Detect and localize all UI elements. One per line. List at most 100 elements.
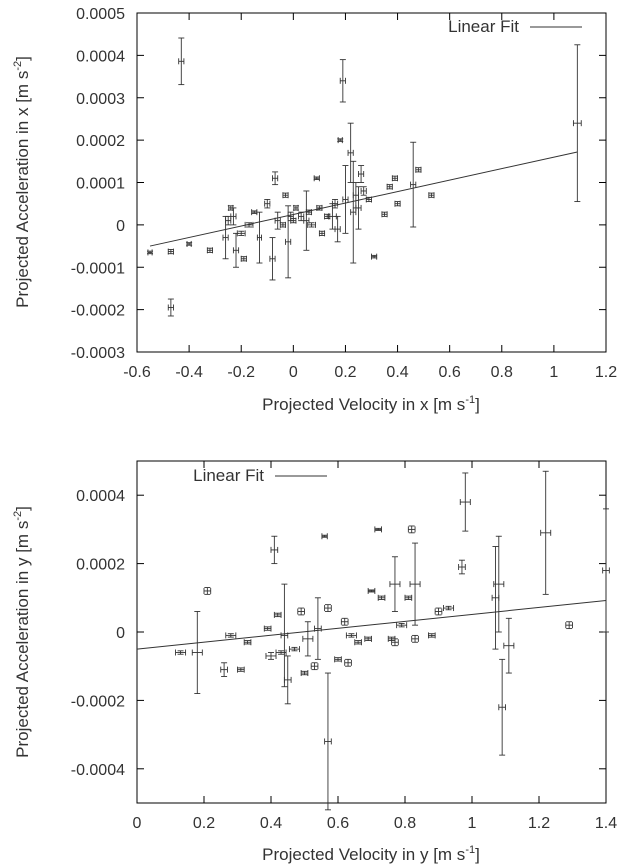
data-point bbox=[191, 611, 203, 695]
y-tick-label: -0.0004 bbox=[71, 762, 125, 779]
data-point bbox=[274, 211, 281, 230]
data-point bbox=[310, 662, 319, 671]
data-point bbox=[298, 211, 305, 222]
data-point bbox=[342, 165, 349, 234]
data-point bbox=[225, 632, 237, 639]
data-point bbox=[280, 583, 289, 688]
data-point bbox=[206, 247, 214, 254]
legend: Linear Fit bbox=[448, 17, 582, 36]
data-point bbox=[279, 221, 286, 228]
data-point bbox=[303, 190, 310, 251]
data-point bbox=[273, 611, 282, 618]
data-point bbox=[345, 632, 357, 639]
data-point bbox=[265, 652, 277, 660]
data-point bbox=[409, 542, 421, 626]
data-point bbox=[167, 248, 174, 255]
data-point bbox=[334, 656, 342, 663]
x-tick-label: -0.2 bbox=[227, 364, 255, 381]
data-points bbox=[147, 37, 582, 317]
x-tick-label: 0.6 bbox=[439, 364, 461, 381]
data-point bbox=[297, 607, 305, 616]
x-tick-label: 0.2 bbox=[334, 364, 356, 381]
data-point bbox=[203, 587, 212, 595]
x-tick-label: 0 bbox=[289, 364, 298, 381]
x-tick-label: 0.4 bbox=[260, 815, 282, 832]
data-point bbox=[434, 607, 443, 616]
data-point bbox=[458, 559, 466, 575]
data-point bbox=[391, 638, 399, 647]
x-axis-label: Projected Velocity in x [m s-1] bbox=[262, 394, 480, 414]
data-point bbox=[540, 470, 552, 595]
y-tick-label: 0.0005 bbox=[76, 6, 125, 23]
x-ticks: 0 0.2 0.4 0.6 0.8 1 1.2 1.4 bbox=[133, 461, 617, 832]
data-point bbox=[313, 175, 320, 182]
data-point bbox=[374, 526, 382, 533]
x-ticks: -0.6 -0.4 -0.2 0 0.2 0.4 0.6 0.8 1 1.2 bbox=[123, 13, 617, 381]
y-tick-label: 0 bbox=[116, 218, 125, 235]
y-tick-label: -0.0002 bbox=[71, 303, 125, 320]
y-ticks: -0.0003 -0.0002 -0.0001 0 0.0001 0.0002 0.0003… bbox=[71, 6, 606, 362]
x-tick-label: 0.6 bbox=[327, 815, 349, 832]
data-point bbox=[186, 240, 193, 247]
data-point bbox=[391, 175, 399, 182]
x-tick-label: 1 bbox=[468, 815, 477, 832]
data-point bbox=[331, 198, 339, 209]
y-tick-label: -0.0002 bbox=[71, 693, 125, 710]
y-tick-label: 0 bbox=[116, 625, 125, 642]
data-points bbox=[175, 470, 610, 811]
y-axis-label: Projected Acceleration in x [m s-2] bbox=[12, 56, 32, 308]
data-point bbox=[339, 59, 346, 103]
data-point bbox=[283, 655, 292, 705]
data-point bbox=[292, 204, 299, 211]
data-point bbox=[415, 166, 422, 173]
data-point bbox=[232, 232, 240, 268]
data-point bbox=[428, 632, 436, 639]
data-point bbox=[288, 646, 300, 653]
y-tick-label: 0.0003 bbox=[76, 91, 125, 108]
y-tick-label: 0.0004 bbox=[76, 488, 125, 505]
data-point bbox=[251, 209, 258, 216]
data-point bbox=[602, 508, 610, 633]
data-point bbox=[321, 533, 328, 540]
data-point bbox=[318, 230, 326, 237]
x-tick-label: -0.4 bbox=[175, 364, 203, 381]
x-tick-label: 0.4 bbox=[386, 364, 408, 381]
data-point bbox=[270, 535, 279, 565]
plot-frame bbox=[136, 460, 607, 804]
data-point bbox=[256, 211, 263, 264]
linear-fit-line bbox=[136, 600, 607, 650]
data-point bbox=[404, 594, 413, 601]
data-point bbox=[236, 230, 246, 237]
x-tick-label: 1.2 bbox=[528, 815, 550, 832]
data-point bbox=[350, 160, 357, 264]
x-tick-label: 0.2 bbox=[193, 815, 215, 832]
data-point bbox=[340, 617, 349, 626]
data-point bbox=[178, 37, 185, 86]
data-point bbox=[230, 207, 237, 226]
data-point bbox=[225, 215, 232, 226]
data-point bbox=[367, 587, 376, 594]
data-point bbox=[358, 165, 365, 183]
data-point bbox=[263, 625, 272, 632]
x-tick-label: 0 bbox=[133, 815, 142, 832]
data-point bbox=[493, 535, 505, 633]
chart-acceleration-x: -0.6 -0.4 -0.2 0 0.2 0.4 0.6 0.8 1 1.2 -0.0003-0.… bbox=[12, 6, 617, 414]
data-point bbox=[324, 672, 332, 811]
x-axis-label: Projected Velocity in y [m s-1] bbox=[262, 844, 480, 864]
data-point bbox=[175, 649, 187, 656]
y-tick-label: -0.0001 bbox=[71, 260, 125, 277]
data-point bbox=[344, 658, 352, 667]
data-point bbox=[503, 617, 515, 674]
data-point bbox=[314, 597, 322, 660]
data-point bbox=[354, 639, 362, 646]
data-point bbox=[443, 605, 455, 612]
data-point bbox=[282, 192, 289, 199]
data-point bbox=[305, 209, 313, 216]
data-point bbox=[572, 44, 582, 203]
x-tick-label: 0.8 bbox=[394, 815, 416, 832]
data-point bbox=[381, 211, 388, 218]
data-point bbox=[272, 171, 279, 186]
y-tick-label: 0.0002 bbox=[76, 133, 125, 150]
x-tick-label: 1.2 bbox=[595, 364, 617, 381]
